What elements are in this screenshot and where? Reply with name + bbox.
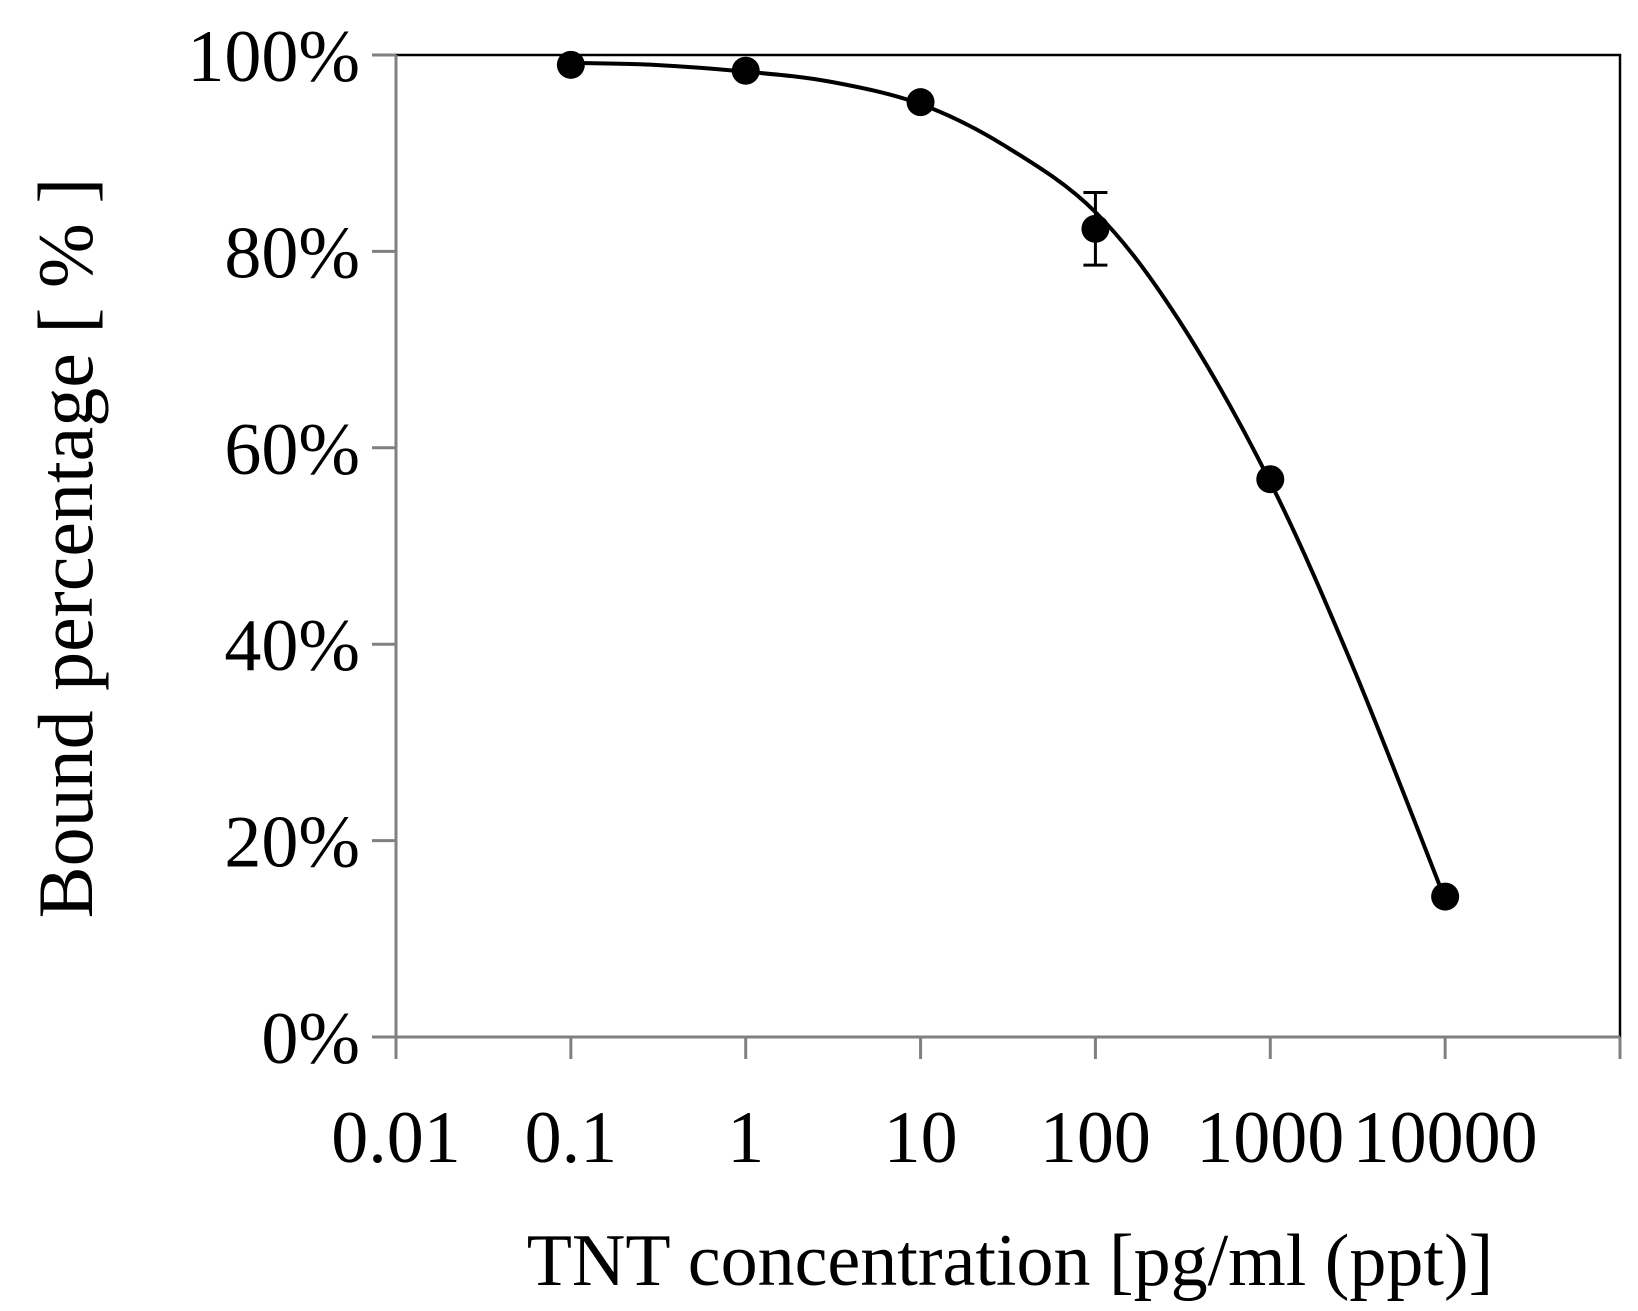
data-point	[1431, 882, 1460, 911]
y-ticks: 0% 20% 40% 60% 80% 100%	[187, 16, 396, 1080]
x-axis-title: TNT concentration [pg/ml (ppt)]	[527, 1220, 1494, 1302]
data-point	[556, 50, 585, 79]
data-point	[906, 88, 935, 117]
y-tick-label: 80%	[224, 212, 360, 294]
fit-curve	[570, 60, 1447, 901]
y-tick-label: 20%	[224, 802, 360, 884]
y-tick-label: 40%	[224, 605, 360, 687]
y-tick-label: 60%	[224, 409, 360, 491]
x-tick-label: 1	[727, 1097, 764, 1179]
y-tick-label: 100%	[187, 16, 360, 98]
x-tick-label: 0.01	[331, 1097, 461, 1179]
x-tick-label: 10000	[1353, 1097, 1538, 1179]
data-point	[1256, 465, 1285, 494]
y-axis-title: Bound percentage [ % ]	[22, 178, 109, 919]
data-points	[556, 50, 1460, 911]
x-tick-label: 0.1	[525, 1097, 618, 1179]
x-ticks: 0.01 0.1 1 10 100 1000 10000	[331, 1037, 1622, 1179]
x-tick-label: 1000	[1196, 1097, 1344, 1179]
data-point	[1081, 214, 1110, 243]
data-point	[731, 56, 760, 85]
x-tick-label: 10	[884, 1097, 958, 1179]
x-tick-label: 100	[1040, 1097, 1151, 1179]
y-tick-label: 0%	[261, 998, 360, 1080]
fit-curve-line	[570, 60, 1447, 901]
